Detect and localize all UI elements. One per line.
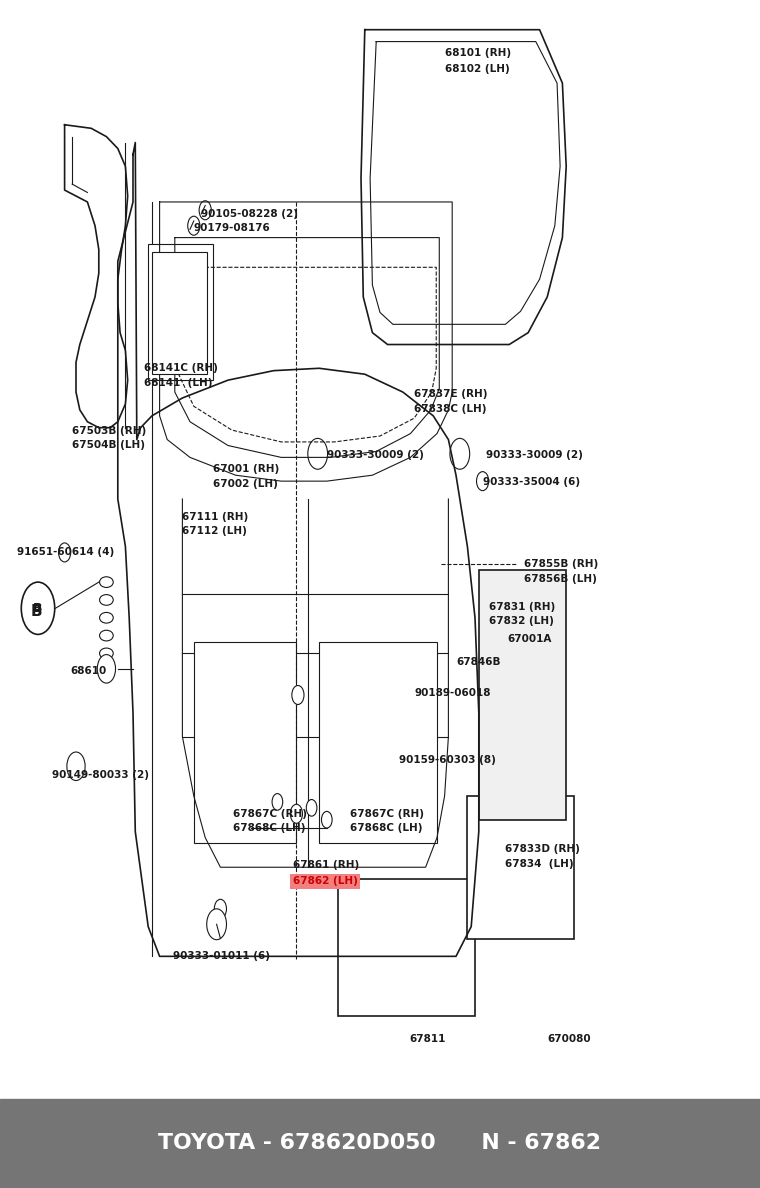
- Text: 67855B (RH): 67855B (RH): [524, 560, 599, 569]
- Text: 90333-30009 (2): 90333-30009 (2): [486, 450, 583, 460]
- Text: 68101 (RH): 68101 (RH): [445, 49, 511, 58]
- Circle shape: [59, 543, 71, 562]
- Text: 90333-01011 (6): 90333-01011 (6): [173, 952, 271, 961]
- Circle shape: [290, 804, 302, 823]
- Circle shape: [214, 899, 226, 918]
- Text: 67868C (LH): 67868C (LH): [350, 823, 422, 833]
- Circle shape: [477, 472, 489, 491]
- Circle shape: [306, 800, 317, 816]
- Ellipse shape: [100, 577, 113, 588]
- Circle shape: [188, 216, 200, 235]
- Text: 67862 (LH): 67862 (LH): [293, 877, 357, 886]
- Text: 90149-80033 (2): 90149-80033 (2): [52, 770, 149, 779]
- Text: 67837E (RH): 67837E (RH): [414, 390, 488, 399]
- Circle shape: [292, 685, 304, 704]
- Bar: [319, 642, 437, 843]
- Text: 67867C (RH): 67867C (RH): [233, 809, 307, 819]
- Bar: [152, 252, 207, 374]
- Bar: [148, 244, 213, 380]
- Ellipse shape: [100, 649, 113, 658]
- Text: 90189-06018: 90189-06018: [414, 688, 491, 697]
- Bar: [0, 1099, 760, 1188]
- Text: 67001A: 67001A: [507, 634, 551, 644]
- Circle shape: [321, 811, 332, 828]
- Circle shape: [21, 582, 55, 634]
- Text: 67831 (RH): 67831 (RH): [489, 602, 555, 612]
- Text: 67868C (LH): 67868C (LH): [233, 823, 306, 833]
- Text: 67002 (LH): 67002 (LH): [213, 479, 277, 488]
- Bar: [338, 879, 475, 1016]
- Circle shape: [67, 752, 85, 781]
- Ellipse shape: [100, 595, 113, 606]
- Text: 68610: 68610: [71, 666, 107, 676]
- Text: 90179-08176: 90179-08176: [194, 223, 271, 233]
- Text: 90159-60303 (8): 90159-60303 (8): [399, 756, 496, 765]
- Text: 90333-30009 (2): 90333-30009 (2): [327, 450, 423, 460]
- Text: 67867C (RH): 67867C (RH): [350, 809, 423, 819]
- Circle shape: [454, 444, 466, 463]
- Text: 67833D (RH): 67833D (RH): [505, 845, 581, 854]
- Text: 67832 (LH): 67832 (LH): [489, 617, 553, 626]
- Text: 67861 (RH): 67861 (RH): [293, 860, 359, 870]
- Ellipse shape: [100, 613, 113, 623]
- Text: 67504B (LH): 67504B (LH): [72, 441, 145, 450]
- Circle shape: [199, 201, 211, 220]
- Text: 67856B (LH): 67856B (LH): [524, 574, 597, 583]
- Ellipse shape: [100, 630, 113, 642]
- Text: 67112 (LH): 67112 (LH): [182, 526, 247, 536]
- Circle shape: [450, 438, 470, 469]
- Text: 68141  (LH): 68141 (LH): [144, 378, 213, 387]
- Circle shape: [312, 444, 324, 463]
- Text: 90333-35004 (6): 90333-35004 (6): [483, 478, 580, 487]
- Text: 68102 (LH): 68102 (LH): [445, 64, 509, 74]
- Text: 68141C (RH): 68141C (RH): [144, 364, 218, 373]
- Text: 67838C (LH): 67838C (LH): [414, 404, 486, 413]
- Text: 67001 (RH): 67001 (RH): [213, 465, 279, 474]
- Text: 67834  (LH): 67834 (LH): [505, 859, 574, 868]
- Text: 67503B (RH): 67503B (RH): [72, 426, 147, 436]
- Bar: [467, 796, 574, 939]
- Circle shape: [272, 794, 283, 810]
- Circle shape: [207, 909, 226, 940]
- Text: 67111 (RH): 67111 (RH): [182, 512, 249, 522]
- Bar: [479, 570, 566, 820]
- Text: 90105-08228 (2): 90105-08228 (2): [201, 209, 299, 219]
- Circle shape: [70, 757, 82, 776]
- Text: 67811: 67811: [409, 1035, 445, 1044]
- Text: B: B: [33, 602, 43, 614]
- Circle shape: [308, 438, 328, 469]
- Text: TOYOTA - 678620D050      N - 67862: TOYOTA - 678620D050 N - 67862: [159, 1133, 601, 1154]
- Text: 91651-60614 (4): 91651-60614 (4): [17, 548, 114, 557]
- Text: B: B: [30, 605, 42, 619]
- Text: 670080: 670080: [547, 1035, 591, 1044]
- Text: 67846B: 67846B: [456, 657, 501, 666]
- Circle shape: [97, 655, 116, 683]
- Bar: [194, 642, 296, 843]
